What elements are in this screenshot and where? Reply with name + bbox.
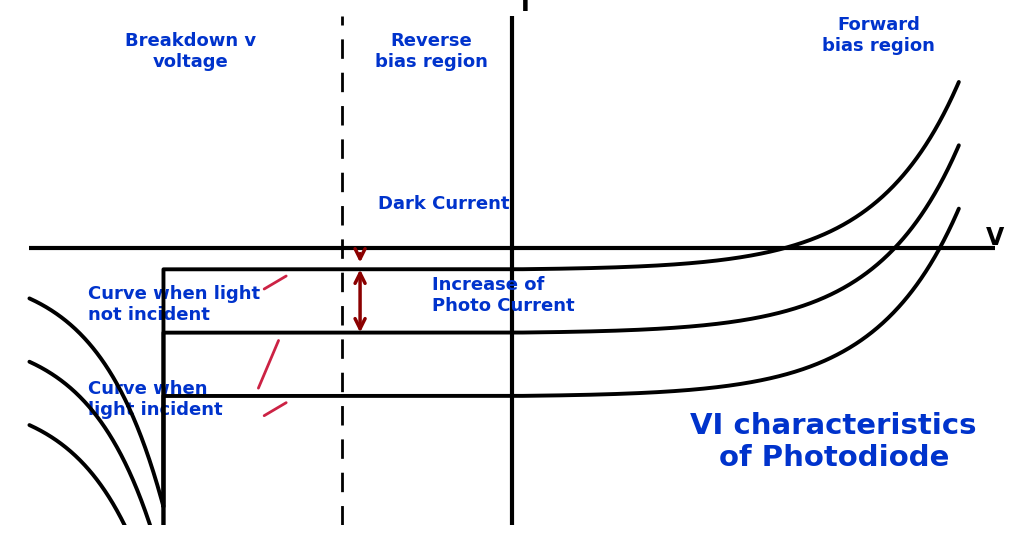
Text: I: I [521, 0, 529, 16]
Text: V: V [986, 226, 1004, 250]
Text: Curve when light
not incident: Curve when light not incident [87, 285, 260, 324]
Text: Dark Current: Dark Current [378, 196, 510, 213]
Text: VI characteristics
of Photodiode: VI characteristics of Photodiode [690, 412, 977, 472]
Text: Reverse
bias region: Reverse bias region [375, 32, 488, 71]
Text: Forward
bias region: Forward bias region [822, 16, 935, 55]
Text: Breakdown v
voltage: Breakdown v voltage [125, 32, 256, 71]
Text: Curve when
light incident: Curve when light incident [87, 380, 222, 419]
Text: Increase of
Photo Current: Increase of Photo Current [431, 276, 574, 315]
